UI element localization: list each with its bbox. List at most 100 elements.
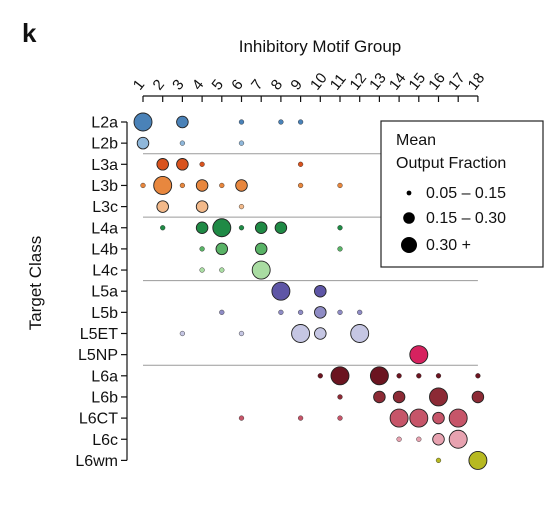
legend-label-small: 0.05 – 0.15	[426, 185, 506, 202]
data-point	[337, 394, 343, 400]
data-point	[219, 309, 225, 315]
data-point	[254, 242, 268, 256]
y-tick-label: L5b	[91, 305, 118, 322]
y-tick-label: L5ET	[80, 326, 118, 343]
data-point	[337, 246, 343, 252]
legend-marker-medium	[403, 212, 415, 224]
legend-label-medium: 0.15 – 0.30	[426, 210, 506, 227]
data-point	[337, 415, 343, 421]
y-tick-label: L4c	[92, 263, 118, 280]
data-point	[156, 158, 169, 171]
data-point	[238, 119, 245, 125]
data-point	[219, 267, 225, 273]
data-point	[396, 373, 402, 379]
data-point	[179, 330, 186, 337]
y-tick-label: L2b	[91, 136, 118, 153]
data-point	[160, 225, 166, 231]
data-point	[298, 119, 304, 125]
data-point	[195, 179, 209, 192]
data-point	[176, 158, 189, 171]
data-point	[199, 246, 205, 252]
legend-title-line-2: Output Fraction	[396, 155, 506, 172]
data-point	[212, 218, 232, 238]
y-tick-label: L5a	[91, 284, 118, 301]
data-point	[179, 182, 186, 189]
data-point	[179, 140, 186, 146]
legend-title-line-1: Mean	[396, 132, 436, 149]
data-point	[133, 112, 153, 132]
data-point	[291, 324, 311, 343]
x-tick-label: 18	[465, 70, 489, 94]
data-point	[238, 140, 245, 146]
panel-label: k	[22, 18, 37, 48]
y-tick-label: L3a	[91, 157, 118, 174]
data-point	[235, 179, 248, 192]
x-tick-label: 7	[248, 76, 267, 93]
data-point	[254, 221, 268, 234]
data-point	[471, 390, 485, 404]
y-tick-label: L4b	[91, 241, 118, 258]
data-point	[392, 390, 406, 404]
x-tick-label: 2	[149, 76, 168, 93]
legend: Mean Output Fraction 0.05 – 0.15 0.15 – …	[380, 120, 544, 268]
y-axis: L2a L2b L3a L3b L3c L4a L4b L4c L5a L5b L5ET L5NP L6…	[75, 115, 128, 470]
data-point	[369, 366, 389, 386]
data-point	[416, 373, 422, 379]
data-point	[373, 390, 386, 404]
data-point	[314, 327, 327, 340]
data-point	[199, 267, 205, 273]
data-point	[317, 373, 323, 379]
data-point	[195, 221, 209, 234]
data-point	[357, 309, 363, 315]
data-point	[468, 450, 488, 470]
data-point	[396, 436, 402, 442]
y-tick-label: L3b	[91, 178, 118, 195]
y-tick-label: L6wm	[75, 453, 118, 470]
y-tick-label: L2a	[91, 115, 118, 132]
x-tick-label: 17	[445, 70, 469, 94]
x-tick-label: 13	[366, 70, 390, 94]
data-point	[238, 204, 245, 210]
data-point	[153, 175, 173, 195]
data-point	[176, 115, 189, 129]
x-tick-label: 16	[425, 70, 449, 94]
data-point	[330, 366, 350, 386]
data-point	[409, 408, 429, 428]
data-point	[136, 136, 150, 150]
data-point	[475, 373, 481, 379]
data-point	[435, 373, 442, 379]
data-point	[238, 330, 245, 337]
x-tick-label: 14	[386, 70, 410, 94]
data-point	[278, 119, 284, 125]
data-point	[350, 324, 370, 343]
x-tick-label: 6	[228, 76, 247, 93]
y-tick-label: L6c	[92, 432, 118, 449]
y-axis-title: Target Class	[26, 236, 45, 330]
x-axis-title: Inhibitory Motif Group	[239, 37, 402, 56]
x-tick-label: 1	[130, 76, 149, 93]
data-point	[314, 284, 327, 298]
x-tick-label: 15	[406, 70, 430, 94]
data-point	[416, 436, 422, 442]
x-tick-label: 12	[346, 70, 370, 94]
data-point	[337, 309, 343, 315]
data-point	[298, 182, 304, 189]
data-point	[238, 225, 245, 231]
y-tick-label: L6CT	[79, 411, 118, 428]
x-tick-label: 5	[209, 76, 228, 93]
x-tick-label: 9	[287, 76, 306, 93]
data-point	[219, 182, 225, 189]
data-point	[448, 429, 468, 449]
data-point	[337, 182, 343, 189]
data-point	[274, 221, 288, 234]
data-point	[435, 457, 442, 464]
x-tick-label: 8	[268, 76, 287, 93]
y-tick-label: L3c	[92, 199, 118, 216]
y-tick-label: L6a	[91, 368, 118, 385]
data-point	[278, 309, 284, 315]
data-point	[271, 281, 291, 301]
x-tick-label: 10	[307, 70, 331, 94]
data-point	[298, 309, 304, 315]
data-point	[448, 408, 468, 428]
